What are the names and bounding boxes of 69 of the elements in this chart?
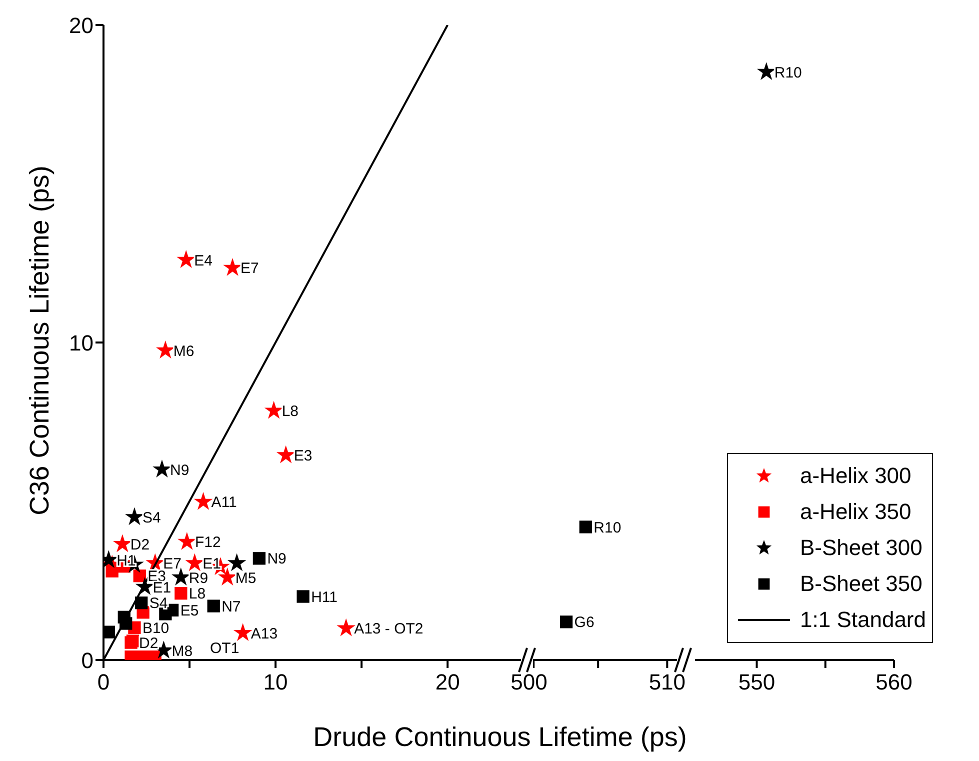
annotation: OT1 [210,640,240,657]
annotation: S4 [142,509,161,526]
point [113,534,132,552]
legend-label: a-Helix 350 [800,499,912,525]
y-axis-title: C36 Continuous Lifetime (ps) [24,164,56,518]
y-tick-label: 10 [69,330,94,356]
point [176,250,196,268]
annotation: M8 [172,642,193,660]
annotation: E7 [240,260,259,278]
annotation: L8 [282,403,299,420]
point [227,553,246,572]
y-tick-label: 0 [81,648,94,673]
point [156,340,175,358]
point [104,626,115,638]
x-tick-label: 10 [263,670,288,695]
annotation: M6 [173,342,194,360]
annotation: E3 [294,448,312,465]
annotation: R10 [774,64,802,82]
annotation: N9 [170,462,190,479]
annotation: E4 [194,252,212,270]
x-tick-label: 500 [510,670,548,695]
x-tick-label: 510 [648,670,686,695]
annotation: E7 [163,555,182,572]
x-tick-label: 550 [738,670,776,695]
point [296,590,310,603]
legend-label: B-Sheet 350 [800,571,922,597]
annotation: R10 [594,519,622,536]
annotation: A13 [250,625,278,642]
annotation: L8 [188,586,206,603]
annotation: A13 - OT2 [354,620,424,638]
point [152,460,172,478]
point [560,616,573,628]
annotation: E5 [180,602,199,620]
point [218,568,237,586]
annotation: N9 [267,550,286,568]
point [106,564,118,578]
legend-label: B-Sheet 300 [800,535,922,561]
legend-label: a-Helix 300 [800,463,912,489]
point [207,600,220,612]
annotation: N7 [222,598,241,616]
annotation: F12 [194,534,221,552]
legend-label: 1:1 Standard [800,607,926,633]
point [135,596,148,610]
point [223,258,242,276]
annotation: A11 [211,494,237,512]
point [174,587,188,600]
point [276,445,296,464]
x-tick-label: 20 [435,670,460,695]
annotation: R9 [188,570,208,587]
point [336,618,356,636]
point [252,552,266,565]
annotation: G6 [574,614,594,632]
annotation: M5 [235,570,256,587]
point [172,568,190,586]
annotation: B10 [142,620,170,637]
y-tick-label: 20 [69,12,94,38]
point [233,623,252,642]
x-tick-label: 560 [876,670,912,695]
point [194,492,213,510]
annotation: S4 [149,595,168,612]
point [178,532,196,550]
annotation: D2 [130,536,150,554]
point [125,507,144,526]
annotation: H11 [311,588,338,606]
x-axis-title: Drude Continuous Lifetime (ps) [312,722,688,753]
point [185,553,204,572]
annotation: D2 [139,634,158,652]
point [264,400,284,419]
x-tick-label: 0 [97,670,110,695]
